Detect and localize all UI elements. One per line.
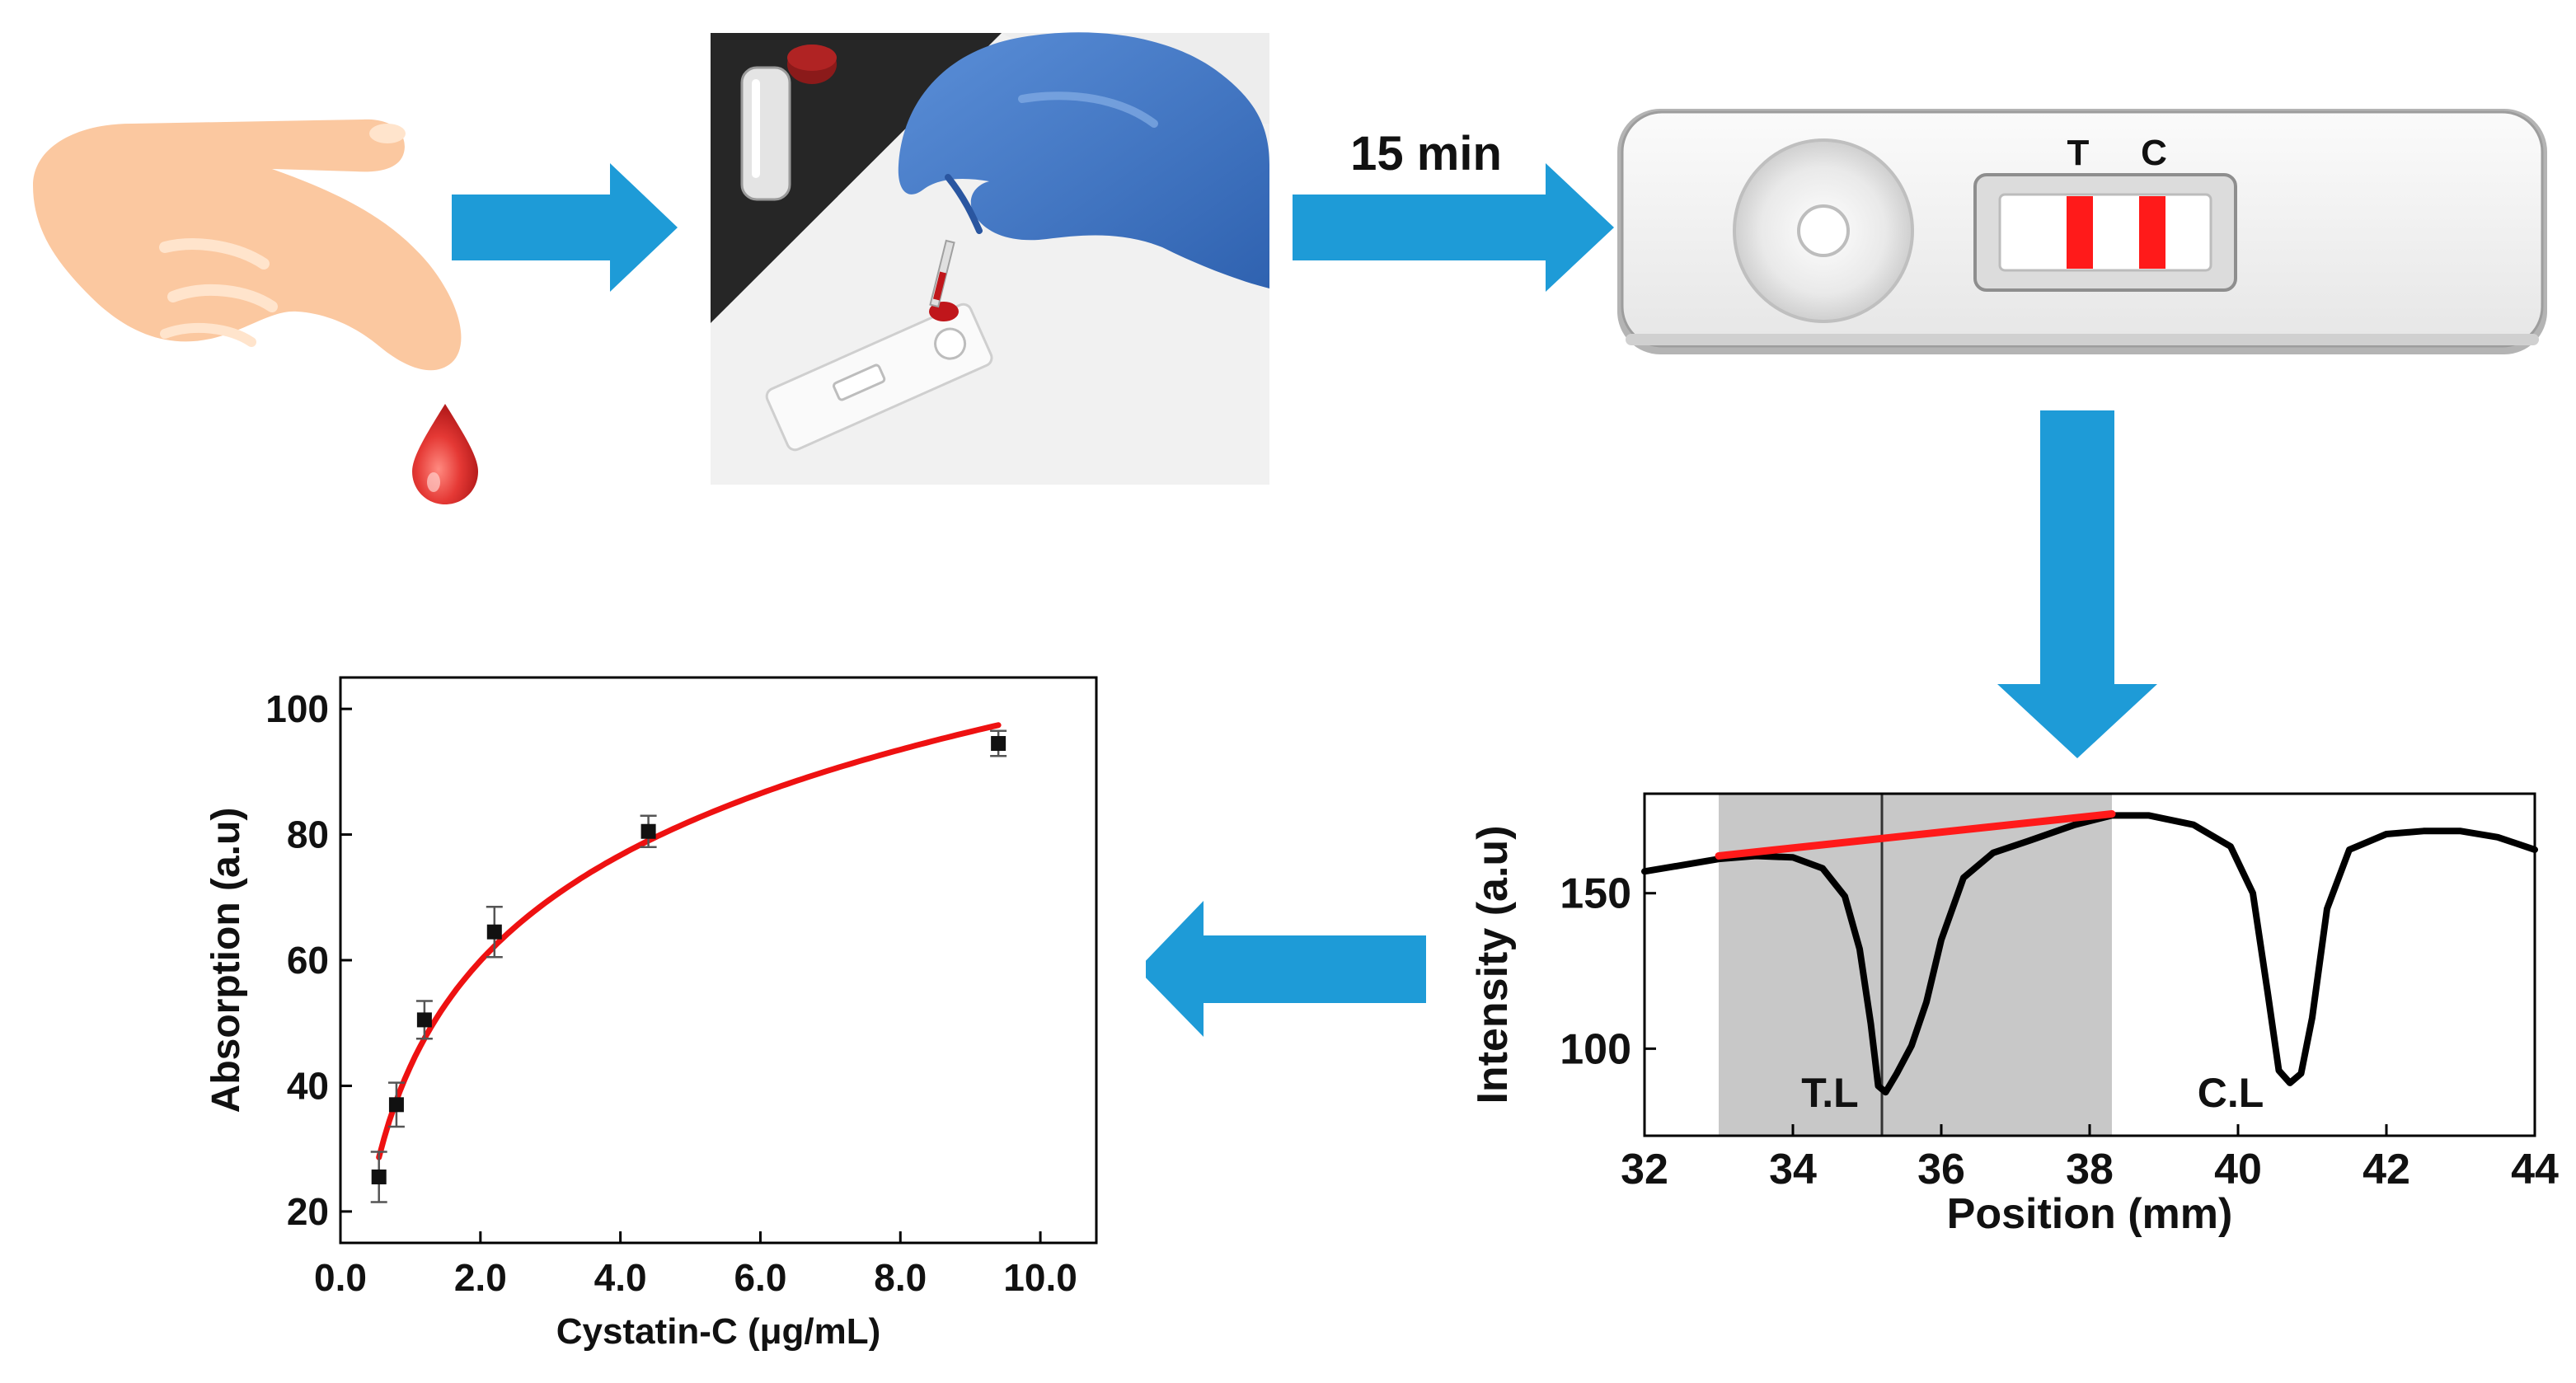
test-strip-icon: T C [1617,109,2547,354]
right-arrow-icon [452,163,678,292]
duration-label: 15 min [1350,127,1502,180]
y-tick-label: 100 [1560,1025,1631,1073]
x-tick-label: 34 [1769,1146,1817,1193]
y-tick-label: 100 [265,687,329,730]
y-tick-label: 80 [287,813,329,856]
peak-annotation: T.L [1801,1070,1858,1116]
data-point [640,823,656,839]
x-tick-label: 0.0 [314,1256,367,1299]
intensity-line [1641,812,2538,1096]
left-arrow-icon [1138,901,1426,1037]
x-tick-label: 40 [2214,1146,2262,1193]
control-line-label: C [2141,133,2167,173]
y-tick-label: 40 [287,1064,329,1107]
blood-drop-icon [412,404,478,504]
x-tick-label: 32 [1621,1146,1668,1193]
x-tick-label: 4.0 [594,1256,647,1299]
down-arrow-icon [1997,410,2157,758]
x-axis-label: Position (mm) [1947,1190,2233,1238]
fit-curve [376,722,1002,1160]
test-line [2067,196,2093,269]
y-axis-label: Intensity (a.u) [1469,825,1517,1104]
x-tick-label: 42 [2363,1146,2410,1193]
x-tick-label: 44 [2511,1146,2559,1193]
data-point [991,736,1006,752]
intensity-profile-chart: 32 34 36 38 40 42 44 100 150 T.L C.L Position (m… [1459,775,2559,1245]
data-point [371,1169,387,1184]
calibration-chart: 0.0 2.0 4.0 6.0 8.0 10.0 20 40 60 80 100 Cystatin… [190,659,1146,1352]
y-tick-label: 60 [287,939,329,982]
x-tick-label: 38 [2066,1146,2114,1193]
y-axis-label: Absorption (a.u) [204,808,248,1113]
baseline-line [1715,810,2116,860]
control-line [2139,196,2165,269]
x-tick-label: 6.0 [734,1256,786,1299]
shaded-region [1719,794,2112,1136]
data-point [388,1097,404,1113]
y-tick-label: 150 [1560,870,1631,918]
hand-icon [33,119,462,371]
x-tick-label: 2.0 [454,1256,507,1299]
y-tick-label: 20 [287,1190,329,1233]
data-point [486,924,502,940]
x-axis-label: Cystatin-C (μg/mL) [556,1311,881,1352]
x-tick-label: 8.0 [874,1256,927,1299]
data-point [416,1012,432,1028]
test-line-label: T [2067,133,2090,173]
peak-annotation: C.L [2198,1070,2264,1116]
right-arrow-icon [1293,163,1614,292]
x-tick-label: 10.0 [1003,1256,1077,1299]
sample-application-photo [711,32,1269,485]
x-tick-label: 36 [1917,1146,1965,1193]
